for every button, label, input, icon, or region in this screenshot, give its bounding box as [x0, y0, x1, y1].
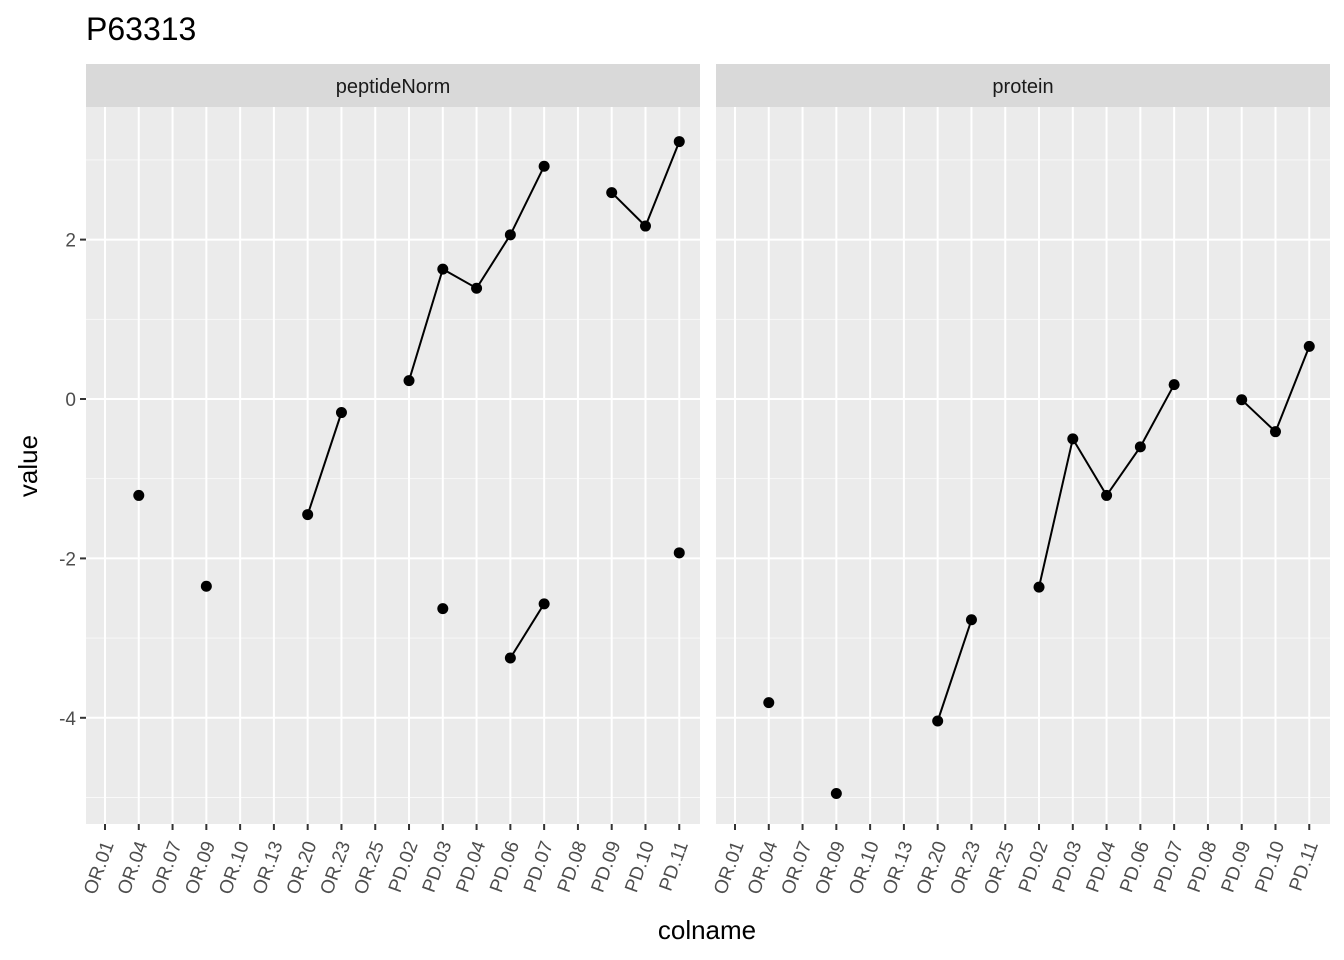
x-tick-label: OR.13 [249, 839, 288, 898]
x-tick-label: PD.03 [1049, 839, 1087, 896]
x-tick-label: OR.07 [778, 839, 817, 898]
x-tick-label: OR.25 [980, 839, 1019, 898]
x-tick-label: PD.02 [385, 839, 423, 896]
data-point [763, 697, 775, 709]
data-point [673, 136, 685, 148]
data-point [437, 263, 449, 275]
series-line [936, 619, 973, 722]
data-point [673, 547, 685, 559]
data-point [538, 598, 550, 610]
x-tick-label: OR.01 [710, 839, 749, 898]
y-tick-label: -2 [59, 549, 76, 570]
x-tick-label: OR.04 [114, 838, 153, 897]
y-axis: -4 -2 0 2 [59, 231, 86, 730]
data-point [932, 715, 944, 727]
x-tick-label: OR.09 [812, 839, 851, 898]
x-tick-label: PD.07 [1150, 839, 1188, 896]
data-point [1303, 340, 1315, 352]
data-point [965, 614, 977, 626]
x-tick-label: OR.20 [913, 839, 952, 898]
data-point [606, 187, 618, 199]
x-tick-label: PD.11 [656, 839, 693, 894]
panel-background [716, 107, 1330, 824]
x-tick-label: OR.13 [879, 839, 918, 898]
panel-peptideNorm: peptideNorm OR.01OR.04OR.07OR.09OR.10OR.1… [80, 64, 700, 897]
facet-strip [716, 64, 1330, 107]
facet-strip-label: peptideNorm [336, 76, 451, 98]
data-point [200, 580, 212, 592]
panel-protein: proteinOR.01OR.04OR.07OR.09OR.10OR.13OR.… [710, 64, 1330, 897]
series-line [306, 412, 343, 515]
facet-panels: peptideNormOR.01OR.04OR.07OR.09OR.10OR.1… [80, 64, 1330, 897]
y-tick-label: 0 [65, 390, 76, 411]
data-point [302, 509, 314, 521]
data-point [1101, 489, 1113, 501]
data-point [504, 229, 516, 241]
y-tick-label: 2 [65, 231, 76, 252]
data-point [403, 375, 415, 387]
data-point [1236, 394, 1248, 406]
x-tick-label: OR.04 [744, 838, 783, 897]
x-tick-label: OR.20 [283, 839, 322, 898]
x-tick-label: PD.08 [1184, 839, 1222, 896]
data-point [335, 407, 347, 419]
data-point [1067, 433, 1079, 445]
x-tick-label: PD.06 [1116, 839, 1154, 896]
data-point [538, 160, 550, 172]
data-point [437, 603, 449, 615]
x-tick-label: PD.02 [1015, 839, 1053, 896]
data-point [1033, 581, 1045, 593]
x-tick-label: PD.03 [419, 839, 457, 896]
x-tick-label: PD.08 [554, 839, 592, 896]
series-line [509, 603, 545, 659]
data-point [1269, 426, 1281, 438]
x-tick-label: OR.23 [317, 839, 356, 898]
facet-strip-label: protein [992, 76, 1053, 98]
x-tick-label: OR.01 [80, 839, 119, 898]
x-tick-label: PD.11 [1286, 839, 1323, 894]
chart-title: P63313 [86, 11, 196, 47]
data-point [1168, 379, 1180, 391]
data-point [471, 282, 483, 294]
x-tick-label: PD.04 [452, 838, 490, 895]
x-tick-label: OR.07 [148, 839, 187, 898]
data-point [830, 788, 842, 800]
data-point [639, 220, 651, 232]
x-tick-label: OR.10 [215, 839, 254, 898]
x-tick-label: PD.10 [621, 839, 659, 896]
x-tick-label: PD.10 [1251, 839, 1289, 896]
x-tick-label: PD.09 [1218, 839, 1256, 896]
data-point [133, 489, 145, 501]
y-tick-label: -4 [59, 709, 76, 730]
x-tick-label: OR.25 [350, 839, 389, 898]
panel-background [86, 107, 700, 824]
x-axis-title: colname [658, 915, 756, 945]
facet-strip [86, 64, 700, 107]
data-point [504, 652, 516, 664]
x-tick-label: PD.07 [520, 839, 558, 896]
x-tick-label: PD.09 [588, 839, 626, 896]
x-tick-label: OR.10 [845, 839, 884, 898]
y-axis-title: value [13, 435, 43, 497]
data-point [1134, 441, 1146, 453]
x-tick-label: OR.09 [182, 839, 221, 898]
x-tick-label: PD.04 [1082, 838, 1120, 895]
x-tick-label: OR.23 [947, 839, 986, 898]
x-tick-label: PD.06 [486, 839, 524, 896]
